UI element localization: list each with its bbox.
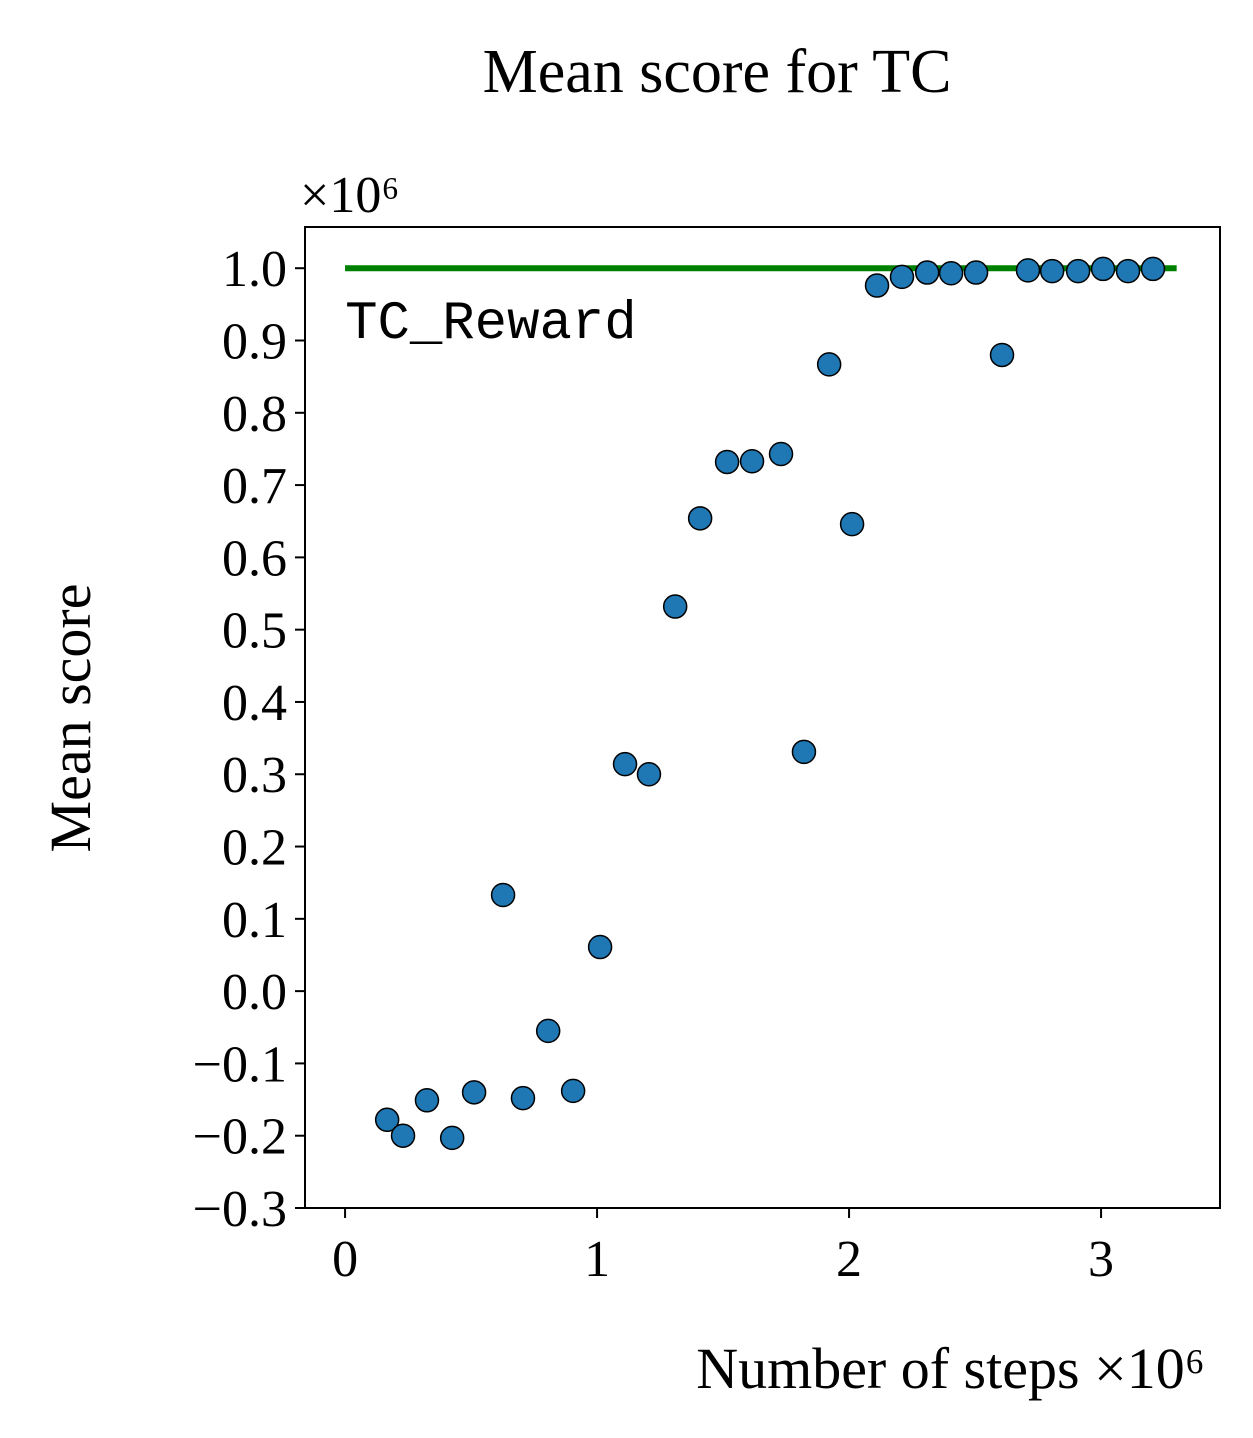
y-tick-label: 0.3: [222, 747, 287, 804]
point: [816, 352, 842, 377]
y-tick-label: 0.1: [222, 892, 287, 949]
y-tick-label: 0.7: [222, 458, 287, 515]
point: [1039, 258, 1065, 284]
y-tick-label: 0.8: [222, 386, 287, 443]
point: [1115, 258, 1141, 284]
point: [612, 751, 638, 777]
point: [739, 448, 765, 474]
point: [791, 739, 817, 765]
point: [938, 261, 964, 286]
y-axis-label: Mean score: [38, 584, 103, 853]
point: [1090, 256, 1116, 282]
y-tick-label: 0.6: [222, 530, 287, 587]
point: [839, 511, 865, 537]
x-tick-label: 1: [584, 1231, 610, 1288]
point: [439, 1125, 465, 1151]
chart-title: Mean score for TC: [483, 38, 952, 106]
point: [714, 449, 740, 475]
point: [535, 1018, 561, 1044]
point: [510, 1085, 536, 1111]
y-offset-text: ×10⁶: [300, 167, 399, 224]
point: [1015, 258, 1041, 283]
point: [587, 934, 613, 960]
point: [636, 761, 662, 787]
y-tick-label: 0.0: [222, 964, 287, 1021]
point: [864, 273, 890, 298]
point: [914, 260, 940, 285]
point: [768, 441, 794, 467]
x-axis-label: Number of steps ×10⁶: [696, 1336, 1205, 1401]
point: [374, 1107, 400, 1133]
y-tick-label: 0.9: [222, 313, 287, 370]
y-tick-label: 0.5: [222, 603, 287, 660]
y-tick-label: −0.2: [193, 1109, 287, 1166]
point: [490, 882, 516, 908]
point: [461, 1080, 487, 1105]
y-tick-label: 1.0: [222, 241, 287, 298]
point: [1065, 258, 1091, 284]
y-tick-label: −0.3: [193, 1181, 287, 1238]
x-tick-label: 2: [836, 1231, 862, 1288]
point: [963, 260, 989, 285]
point: [390, 1123, 416, 1148]
reference-label: TC_Reward: [345, 294, 637, 355]
point: [414, 1088, 440, 1113]
x-tick-label: 0: [332, 1231, 358, 1288]
point: [687, 506, 713, 531]
y-tick-label: 0.2: [222, 820, 287, 877]
point: [1140, 256, 1166, 282]
x-tick-label: 3: [1088, 1231, 1114, 1288]
plot-frame: [304, 226, 1221, 1209]
point: [662, 594, 688, 619]
point: [560, 1078, 586, 1104]
point: [989, 342, 1015, 368]
y-tick-label: −0.1: [193, 1036, 287, 1093]
point: [889, 264, 915, 290]
y-tick-label: 0.4: [222, 675, 287, 732]
